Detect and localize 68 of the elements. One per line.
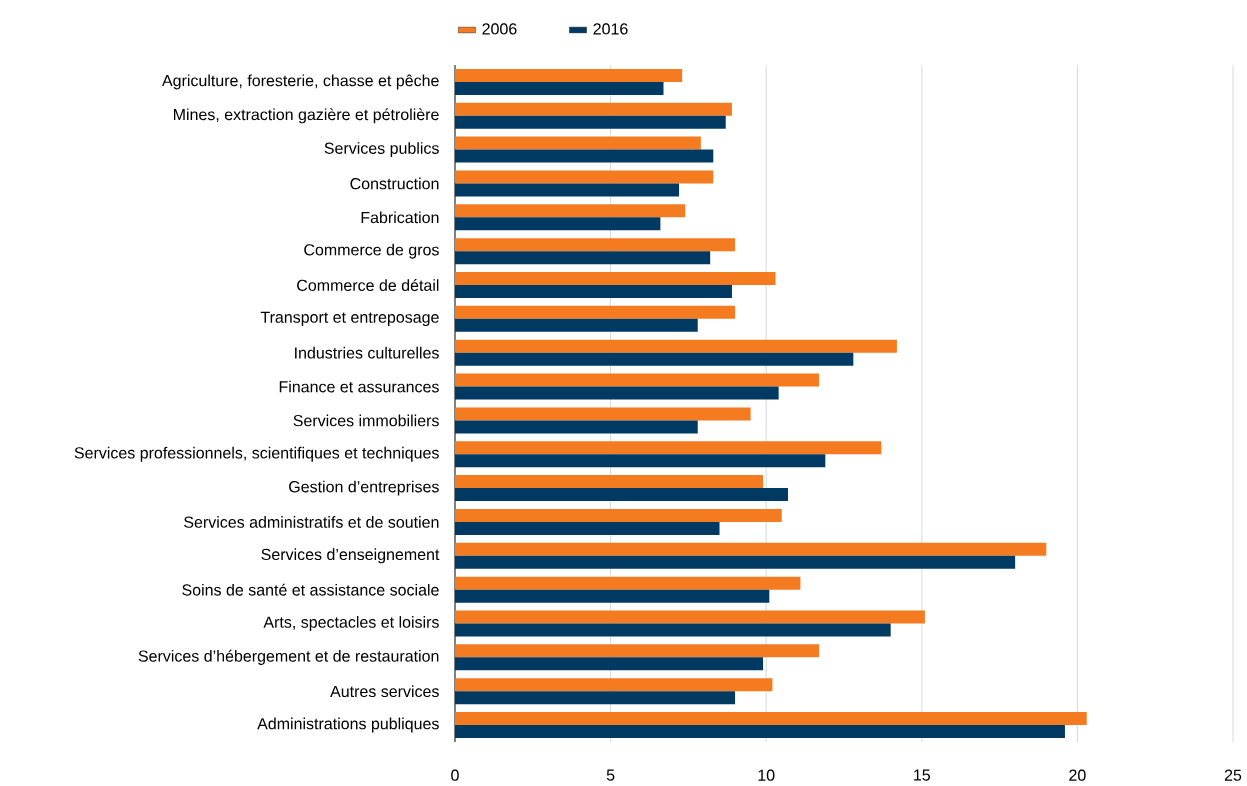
x-tick-label: 10 (758, 769, 775, 781)
y-tick-label: Commerce de gros (304, 243, 439, 259)
bar (455, 407, 751, 421)
bar (455, 183, 680, 197)
bar (455, 610, 925, 624)
bar (455, 102, 732, 116)
y-tick-label: Mines, extraction gazière et pétrolière (173, 108, 439, 124)
bar (455, 204, 686, 218)
y-tick-label: Finance et assurances (279, 380, 439, 393)
bar (455, 508, 782, 522)
bar (455, 272, 776, 286)
y-tick-label: Services d’hébergement et de restauration (138, 649, 439, 665)
bar (455, 657, 764, 671)
bar (455, 712, 1087, 726)
y-tick-label: Commerce de détail (297, 279, 439, 291)
legend-label: 2006 (482, 23, 517, 35)
bar (455, 217, 661, 231)
y-tick-label: Services professionnels, scientifiques et techniques (74, 446, 439, 462)
bar (455, 339, 897, 353)
x-tick-label: 20 (1069, 769, 1086, 781)
bar (455, 441, 882, 455)
y-tick-label: Agriculture, foresterie, chasse et pêche (162, 74, 439, 90)
x-tick-label: 25 (1224, 769, 1242, 781)
bar (455, 115, 726, 129)
bar (455, 488, 788, 502)
bar (455, 691, 736, 705)
bar (455, 81, 664, 95)
y-tick-label: Soins de santé et assistance sociale (182, 583, 439, 596)
bar (455, 170, 714, 184)
y-tick-label: Services administratifs et de soutien (184, 516, 439, 528)
bar (455, 285, 732, 299)
bar (455, 386, 779, 400)
bar (455, 521, 720, 535)
bar (455, 420, 698, 434)
bar (455, 136, 701, 150)
bar (455, 644, 820, 658)
x-tick-label: 0 (451, 769, 459, 781)
bar (455, 352, 854, 366)
bar (455, 576, 801, 590)
y-tick-label: Services d’enseignement (261, 548, 440, 564)
y-tick-label: Administrations publiques (257, 717, 439, 733)
y-tick-label: Gestion d’entreprises (289, 480, 439, 496)
y-tick-label: Transport et entreposage (260, 311, 439, 327)
bar (455, 238, 736, 252)
bar (455, 454, 826, 468)
bar (455, 68, 683, 82)
bar (455, 373, 820, 387)
bar (455, 623, 891, 637)
y-tick-label: Construction (350, 177, 439, 190)
y-tick-label: Services immobiliers (293, 414, 439, 427)
y-tick-label: Autres services (330, 685, 439, 698)
y-tick-label: Services publics (324, 142, 439, 158)
legend-label: 2016 (593, 23, 628, 35)
bar (455, 305, 736, 319)
bar (455, 725, 1065, 739)
x-tick-label: 5 (606, 769, 615, 781)
bar (455, 251, 711, 265)
bar (455, 678, 773, 692)
y-tick-label: Arts, spectacles et loisirs (263, 616, 439, 631)
bar (455, 589, 770, 603)
bar (455, 475, 764, 489)
bar (455, 318, 698, 332)
y-tick-label: Fabrication (361, 211, 439, 224)
bar (455, 149, 714, 163)
bar (455, 542, 1047, 556)
bar (455, 555, 1016, 569)
y-tick-label: Industries culturelles (295, 346, 439, 359)
x-tick-label: 15 (914, 769, 931, 781)
